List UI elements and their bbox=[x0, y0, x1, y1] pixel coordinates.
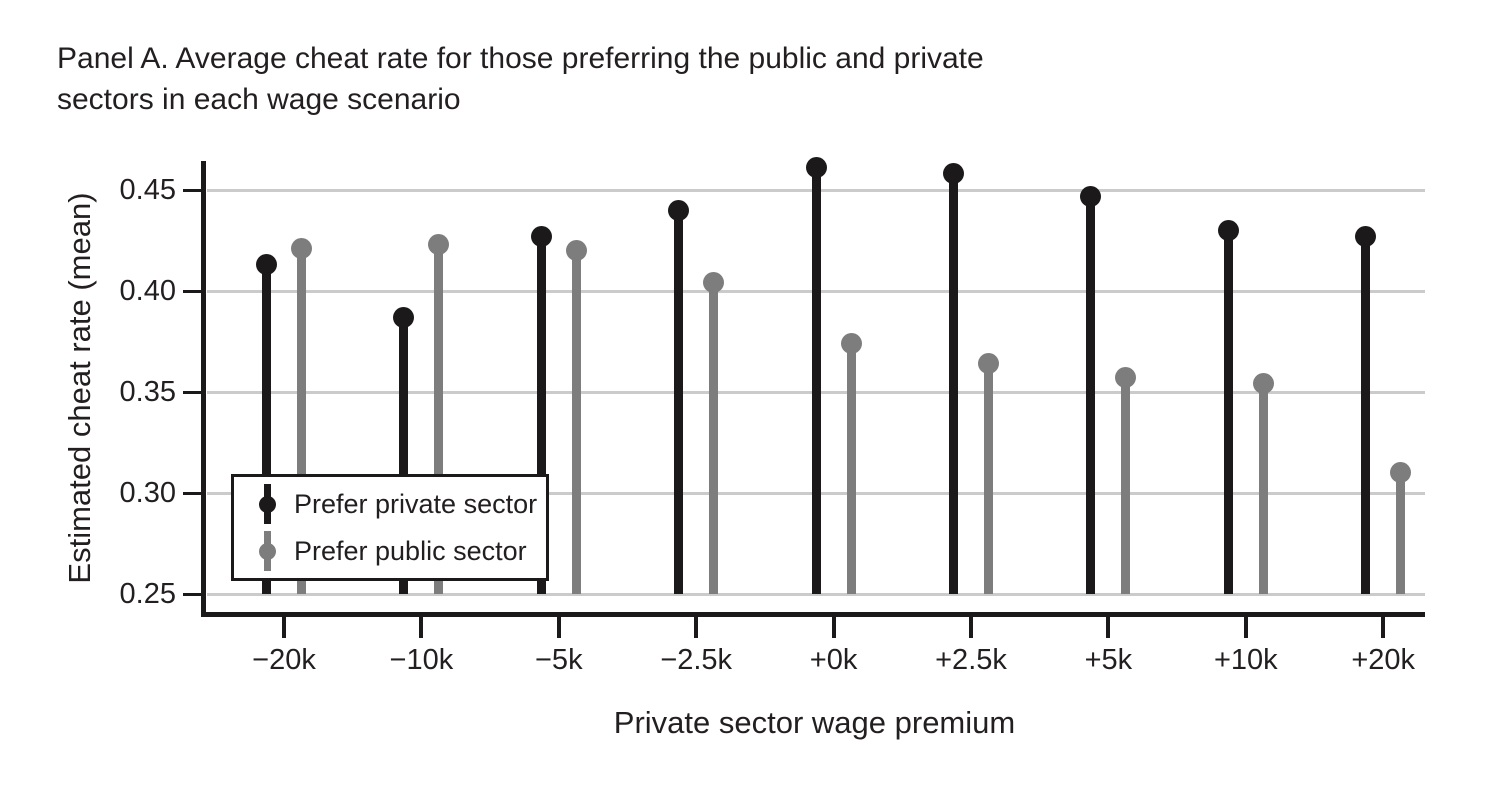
y-axis-line bbox=[201, 161, 206, 617]
stem-private bbox=[949, 173, 958, 594]
x-tick-label: +20k bbox=[1351, 644, 1416, 676]
stem-public bbox=[984, 363, 993, 594]
x-axis-tick bbox=[556, 617, 561, 638]
stem-private bbox=[1361, 236, 1371, 594]
stem-private bbox=[262, 264, 271, 594]
stem-public bbox=[434, 244, 444, 594]
x-tick-label: +5k bbox=[1084, 644, 1133, 676]
gridline bbox=[207, 592, 1425, 596]
dot-public bbox=[1252, 373, 1274, 395]
y-axis-tick bbox=[183, 188, 203, 192]
dot-public bbox=[1115, 367, 1137, 389]
x-axis-tick bbox=[1243, 617, 1248, 638]
legend-row-public: Prefer public sector bbox=[234, 531, 546, 571]
dot-private bbox=[530, 225, 552, 247]
x-axis-tick bbox=[419, 617, 424, 638]
y-tick-label: 0.25 bbox=[119, 578, 176, 610]
stem-private bbox=[1223, 230, 1233, 594]
x-axis-tick bbox=[1381, 617, 1386, 638]
y-tick-label: 0.45 bbox=[119, 174, 176, 206]
x-axis-tick bbox=[831, 617, 836, 638]
legend-label-private: Prefer private sector bbox=[294, 488, 538, 519]
y-tick-label: 0.30 bbox=[119, 477, 176, 509]
dot-private bbox=[805, 157, 827, 179]
stem-private bbox=[399, 317, 409, 594]
y-tick-label: 0.35 bbox=[119, 376, 176, 408]
legend-glyph-dot bbox=[258, 542, 276, 560]
dot-private bbox=[1355, 225, 1377, 247]
chart-title-line1: Panel A. Average cheat rate for those pr… bbox=[57, 42, 984, 75]
legend-row-private: Prefer private sector bbox=[234, 484, 546, 524]
x-tick-label: −10k bbox=[389, 644, 454, 676]
dot-public bbox=[565, 240, 587, 262]
y-axis-tick bbox=[183, 390, 203, 394]
stem-public bbox=[709, 282, 719, 594]
x-tick-label: −20k bbox=[252, 644, 316, 676]
stem-public bbox=[1396, 472, 1406, 594]
x-tick-label: −5k bbox=[535, 644, 583, 676]
y-axis-tick bbox=[183, 592, 203, 596]
x-tick-label: −2.5k bbox=[660, 644, 733, 676]
stem-public bbox=[571, 250, 581, 594]
x-axis-tick bbox=[282, 617, 286, 638]
stem-public bbox=[1121, 377, 1131, 594]
dot-public bbox=[1390, 462, 1412, 484]
stem-public bbox=[846, 343, 856, 594]
legend-glyph-dot bbox=[258, 495, 276, 513]
lollipop-marker-icon bbox=[258, 531, 276, 571]
stem-private bbox=[536, 236, 546, 594]
chart-title: Panel A. Average cheat rate for those pr… bbox=[57, 38, 984, 120]
dot-private bbox=[256, 254, 277, 276]
dot-private bbox=[393, 306, 415, 328]
stem-public bbox=[1258, 383, 1268, 594]
dot-private bbox=[943, 163, 964, 185]
x-axis-title: Private sector wage premium bbox=[613, 705, 1016, 740]
x-axis-tick bbox=[1106, 617, 1111, 638]
x-tick-label: +2.5k bbox=[935, 644, 1007, 676]
lollipop-marker-icon bbox=[258, 484, 276, 524]
dot-public bbox=[978, 353, 999, 375]
dot-public bbox=[291, 238, 312, 260]
stem-private bbox=[674, 210, 684, 594]
x-tick-label: +10k bbox=[1213, 644, 1278, 676]
dot-public bbox=[840, 333, 862, 355]
dot-private bbox=[1217, 219, 1239, 241]
legend: Prefer private sector Prefer public sect… bbox=[231, 474, 549, 581]
dot-private bbox=[1080, 185, 1102, 207]
dot-public bbox=[428, 234, 450, 256]
y-axis-tick bbox=[183, 289, 203, 293]
y-axis-tick bbox=[183, 491, 203, 495]
x-axis-line bbox=[201, 612, 1425, 617]
legend-label-public: Prefer public sector bbox=[294, 535, 527, 566]
x-axis-tick bbox=[969, 617, 973, 638]
stem-private bbox=[811, 167, 821, 594]
chart-title-line2: sectors in each wage scenario bbox=[57, 83, 461, 116]
dot-private bbox=[668, 199, 690, 221]
stem-public bbox=[297, 248, 306, 594]
y-tick-label: 0.40 bbox=[119, 275, 176, 307]
stem-private bbox=[1086, 196, 1096, 594]
dot-public bbox=[703, 272, 725, 294]
x-tick-label: +0k bbox=[809, 644, 858, 676]
x-axis-tick bbox=[694, 617, 699, 638]
